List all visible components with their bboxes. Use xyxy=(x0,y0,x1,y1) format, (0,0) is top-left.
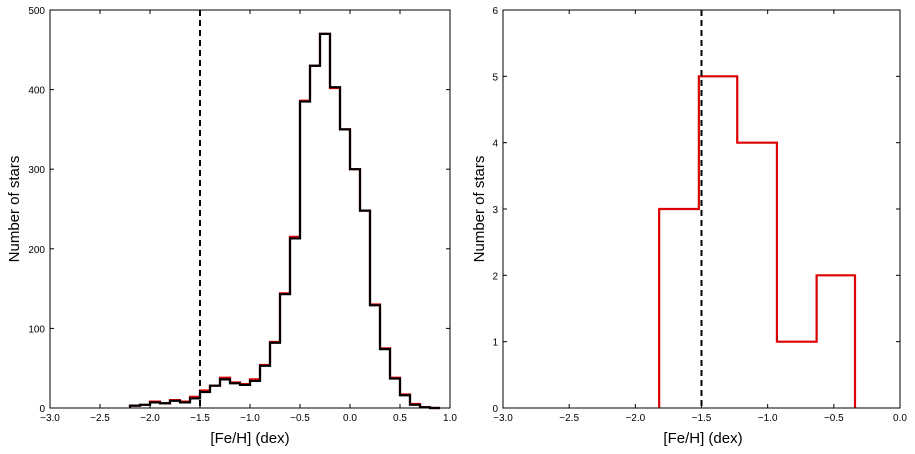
left-x-axis-label: [Fe/H] (dex) xyxy=(210,430,289,447)
right-y-axis-label: Number of stars xyxy=(471,156,488,263)
right-x-axis-label: [Fe/H] (dex) xyxy=(663,430,742,447)
right-x-tick-label: −1.5 xyxy=(692,413,712,424)
right-panel: Number of stars [Fe/H] (dex) −3.0 −2.5 −2.… xyxy=(471,6,907,447)
left-histogram-series-0 xyxy=(128,32,440,410)
left-y-tick-label: 300 xyxy=(28,165,45,176)
right-x-tick-label: −1.0 xyxy=(758,413,778,424)
left-x-tick-label: 1.0 xyxy=(443,413,457,424)
left-x-tick-label: −1.0 xyxy=(240,413,260,424)
left-y-tick-label: 100 xyxy=(28,324,45,335)
right-x-tick-label: −2.0 xyxy=(625,413,645,424)
left-x-tick-label: −2.0 xyxy=(140,413,160,424)
right-x-tick-label: −3.0 xyxy=(493,413,513,424)
right-histogram-series-0 xyxy=(658,75,857,408)
left-x-tick-label: −0.5 xyxy=(290,413,310,424)
right-x-tick-label: −2.5 xyxy=(559,413,579,424)
right-y-tick-label: 0 xyxy=(492,404,498,415)
left-y-tick-label: 500 xyxy=(28,6,45,17)
right-y-tick-label: 6 xyxy=(492,6,498,17)
right-y-tick-label: 2 xyxy=(492,271,498,282)
right-x-tick-label: 0.0 xyxy=(893,413,907,424)
right-plot-frame xyxy=(502,9,901,409)
right-x-tick-label: −0.5 xyxy=(824,413,844,424)
left-y-tick-label: 200 xyxy=(28,245,45,256)
left-x-tick-label: −1.5 xyxy=(190,413,210,424)
left-y-axis-label: Number of stars xyxy=(6,156,23,263)
left-x-tick-label: −2.5 xyxy=(90,413,110,424)
left-histogram-series-1 xyxy=(128,32,440,410)
right-y-tick-label: 3 xyxy=(492,205,498,216)
left-x-tick-label: −3.0 xyxy=(40,413,60,424)
right-y-tick-label: 4 xyxy=(492,139,498,150)
right-y-tick-label: 5 xyxy=(492,72,498,83)
left-y-tick-label: 0 xyxy=(39,404,45,415)
left-x-tick-label: 0.0 xyxy=(343,413,357,424)
left-y-tick-label: 400 xyxy=(28,86,45,97)
left-x-tick-label: 0.5 xyxy=(393,413,407,424)
right-y-tick-label: 1 xyxy=(492,338,498,349)
left-panel: Number of stars [Fe/H] (dex) −3.0 −2.5 −2.… xyxy=(6,6,457,447)
